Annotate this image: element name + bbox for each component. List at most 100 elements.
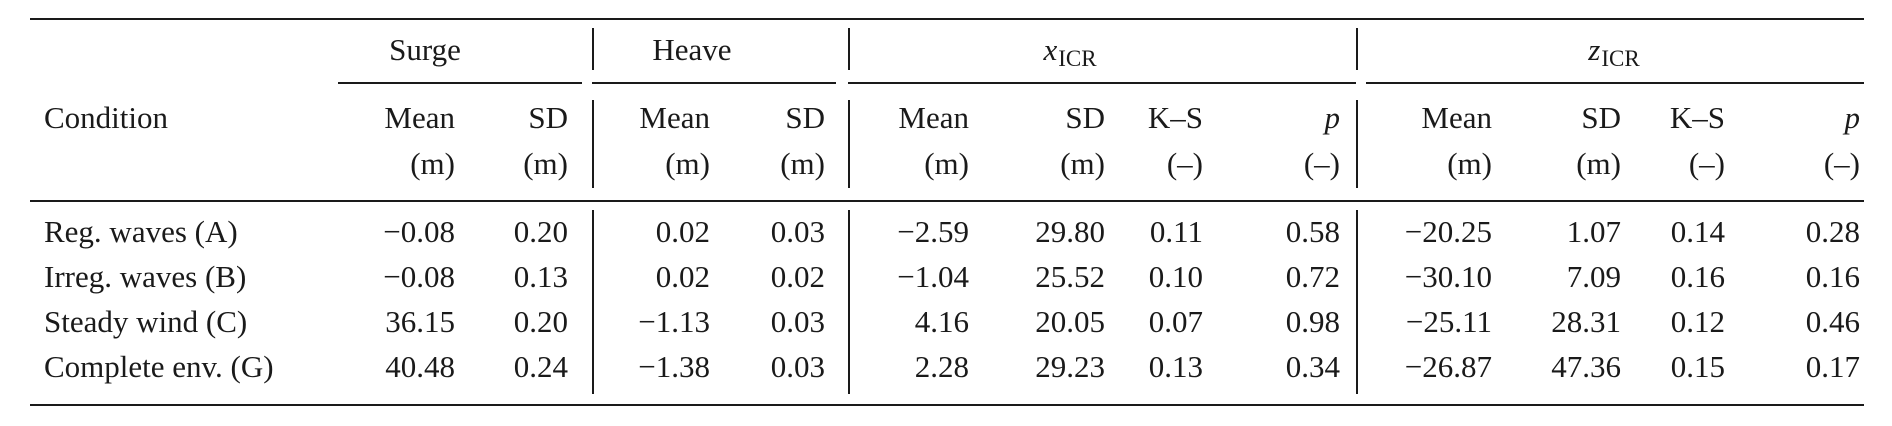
cell-surge-sd: 0.24 [513, 349, 568, 384]
results-table: Surge Heave xICR zICR Condition Mean SD … [30, 18, 1864, 408]
col-header-surge-sd: SD [528, 100, 568, 135]
cell-z-mean: −25.11 [1405, 304, 1492, 339]
cell-x-sd: 29.80 [1035, 214, 1105, 249]
separator-heave-x-body [848, 210, 850, 394]
cell-surge-mean: 36.15 [385, 304, 455, 339]
col-header-x-mean: Mean [898, 100, 969, 135]
col-header-z-sd: SD [1581, 100, 1621, 135]
col-header-z-mean: Mean [1421, 100, 1492, 135]
col-header-z-ks: K–S [1669, 100, 1725, 135]
cell-heave-mean: −1.38 [638, 349, 710, 384]
x-icr-subscript: ICR [1058, 46, 1097, 71]
col-header-heave-mean: Mean [639, 100, 710, 135]
separator-x-z-top [1356, 28, 1358, 70]
group-underline-surge [338, 82, 582, 84]
table-top-rule [30, 18, 1864, 20]
separator-heave-x-header [848, 100, 850, 188]
cell-surge-mean: 40.48 [385, 349, 455, 384]
cell-x-ks: 0.13 [1148, 349, 1203, 384]
col-unit-z-sd: (m) [1576, 146, 1621, 181]
cell-surge-sd: 0.13 [513, 259, 568, 294]
cell-surge-sd: 0.20 [513, 304, 568, 339]
separator-x-z-body [1356, 210, 1358, 394]
separator-surge-heave-header [592, 100, 594, 188]
z-icr-subscript: ICR [1601, 46, 1640, 71]
cell-z-p: 0.46 [1805, 304, 1860, 339]
cell-z-mean: −26.87 [1404, 349, 1492, 384]
table-header-rule [30, 200, 1864, 202]
cell-heave-mean: 0.02 [655, 214, 710, 249]
z-icr-symbol: z [1588, 32, 1601, 67]
col-unit-heave-sd: (m) [780, 146, 825, 181]
cell-x-mean: −1.04 [897, 259, 969, 294]
cell-x-mean: 4.16 [914, 304, 969, 339]
cell-x-sd: 25.52 [1035, 259, 1105, 294]
separator-x-z-header [1356, 100, 1358, 188]
cell-x-ks: 0.07 [1148, 304, 1203, 339]
col-unit-z-mean: (m) [1447, 146, 1492, 181]
col-unit-surge-sd: (m) [523, 146, 568, 181]
col-header-surge-mean: Mean [384, 100, 455, 135]
cell-z-ks: 0.14 [1670, 214, 1725, 249]
col-unit-heave-mean: (m) [665, 146, 710, 181]
cell-x-p: 0.58 [1285, 214, 1340, 249]
cell-z-sd: 47.36 [1551, 349, 1621, 384]
cell-z-ks: 0.15 [1670, 349, 1725, 384]
col-header-z-p: p [1844, 100, 1861, 135]
col-header-x-p: p [1324, 100, 1341, 135]
cell-heave-mean: 0.02 [655, 259, 710, 294]
cell-x-mean: 2.28 [914, 349, 969, 384]
cell-x-p: 0.72 [1285, 259, 1340, 294]
group-header-x-icr: xICR [860, 32, 1280, 71]
cell-x-sd: 20.05 [1035, 304, 1105, 339]
row-condition: Reg. waves (A) [44, 214, 238, 249]
col-header-x-sd: SD [1065, 100, 1105, 135]
cell-z-ks: 0.16 [1670, 259, 1725, 294]
cell-z-mean: −30.10 [1404, 259, 1492, 294]
condition-header: Condition [44, 100, 169, 135]
cell-z-p: 0.16 [1805, 259, 1860, 294]
col-header-x-ks: K–S [1147, 100, 1203, 135]
cell-x-ks: 0.10 [1148, 259, 1203, 294]
cell-heave-sd: 0.02 [770, 259, 825, 294]
cell-z-p: 0.17 [1805, 349, 1860, 384]
group-underline-x-icr [848, 82, 1356, 84]
cell-z-sd: 28.31 [1551, 304, 1621, 339]
table-bottom-rule [30, 404, 1864, 406]
separator-heave-x-top [848, 28, 850, 70]
col-unit-surge-mean: (m) [410, 146, 455, 181]
cell-z-sd: 1.07 [1566, 214, 1621, 249]
cell-surge-sd: 0.20 [513, 214, 568, 249]
col-header-heave-sd: SD [785, 100, 825, 135]
group-underline-z-icr [1366, 82, 1864, 84]
cell-heave-sd: 0.03 [770, 214, 825, 249]
col-unit-x-p: (–) [1303, 146, 1340, 181]
separator-surge-heave-top [592, 28, 594, 70]
cell-heave-mean: −1.13 [638, 304, 710, 339]
cell-x-sd: 29.23 [1035, 349, 1105, 384]
cell-x-ks: 0.11 [1149, 214, 1203, 249]
row-condition: Steady wind (C) [44, 304, 248, 339]
cell-heave-sd: 0.03 [770, 349, 825, 384]
col-unit-x-ks: (–) [1166, 146, 1203, 181]
col-unit-z-p: (–) [1823, 146, 1860, 181]
cell-heave-sd: 0.03 [770, 304, 825, 339]
cell-z-p: 0.28 [1805, 214, 1860, 249]
group-header-heave: Heave [652, 32, 732, 67]
row-condition: Irreg. waves (B) [44, 259, 247, 294]
col-unit-z-ks: (–) [1688, 146, 1725, 181]
cell-z-ks: 0.12 [1670, 304, 1725, 339]
cell-surge-mean: −0.08 [383, 214, 455, 249]
group-header-surge: Surge [389, 32, 461, 67]
cell-z-mean: −20.25 [1404, 214, 1492, 249]
cell-x-p: 0.34 [1285, 349, 1340, 384]
x-icr-symbol: x [1043, 32, 1058, 67]
group-header-z-icr: zICR [1364, 32, 1864, 71]
cell-x-p: 0.98 [1285, 304, 1340, 339]
cell-surge-mean: −0.08 [383, 259, 455, 294]
cell-z-sd: 7.09 [1566, 259, 1621, 294]
row-condition: Complete env. (G) [44, 349, 274, 384]
col-unit-x-mean: (m) [924, 146, 969, 181]
separator-surge-heave-body [592, 210, 594, 394]
group-underline-heave [592, 82, 836, 84]
